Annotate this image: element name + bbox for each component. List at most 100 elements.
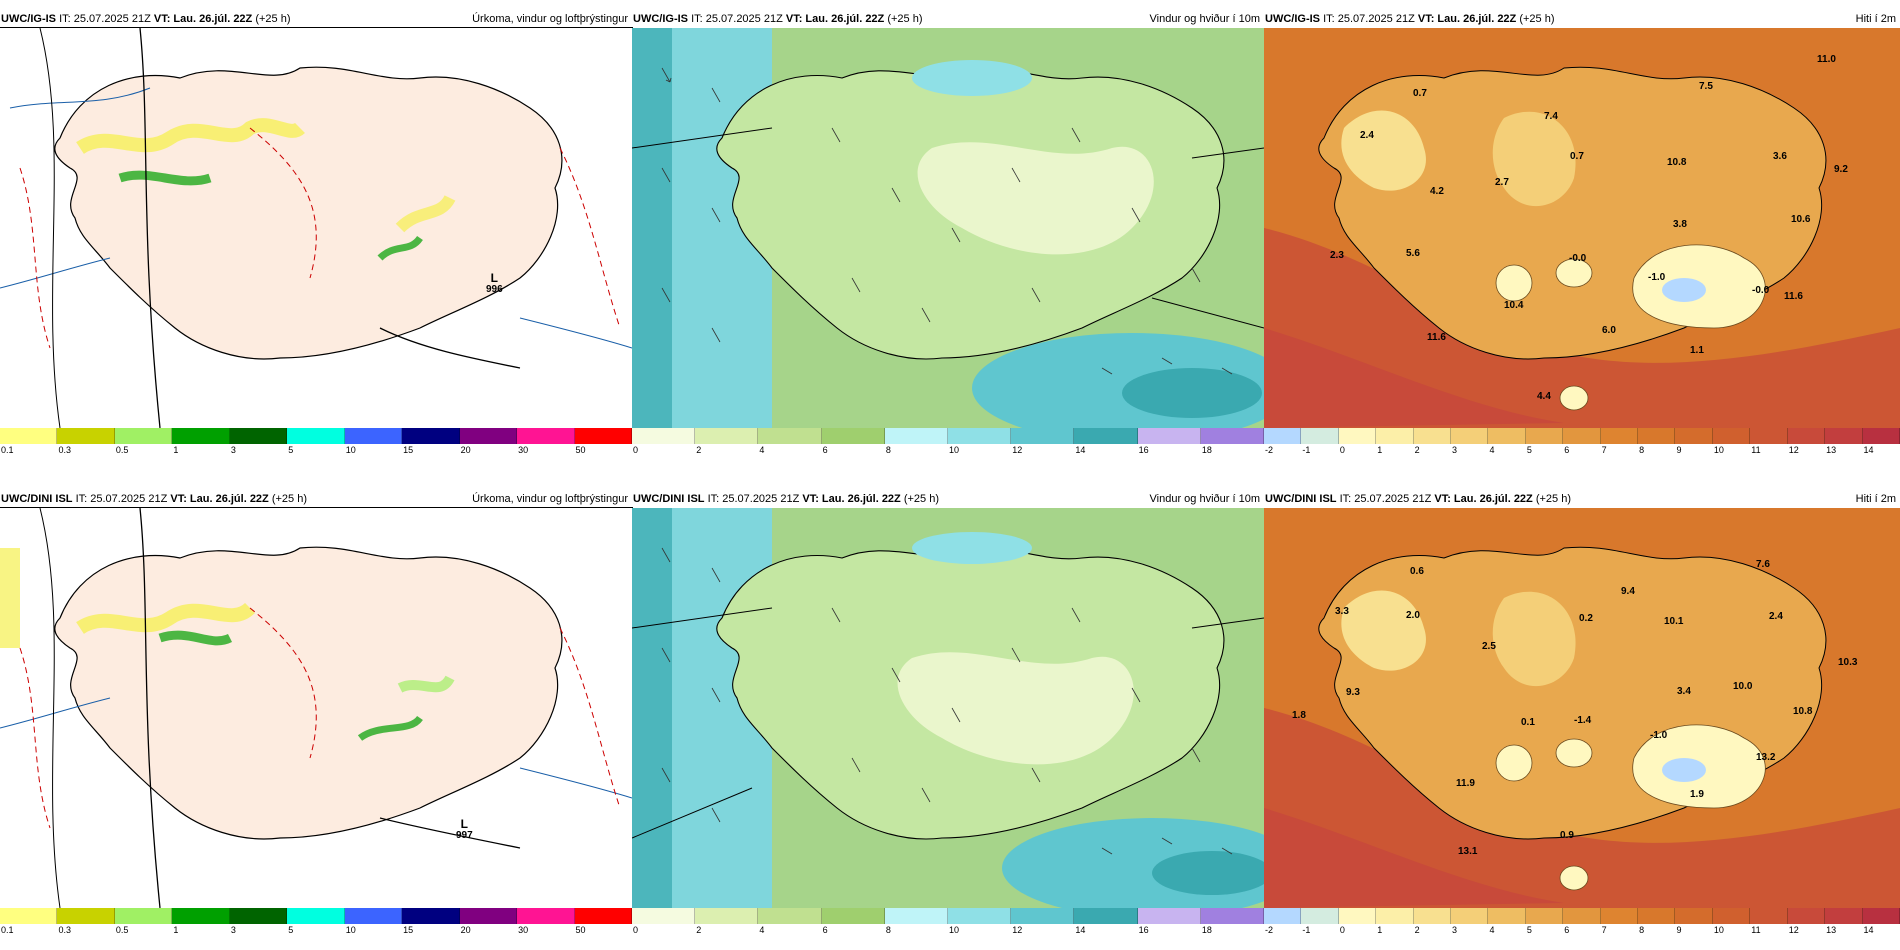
colorbar-label: 3 [230, 925, 236, 935]
temp-value: 3.8 [1673, 219, 1687, 230]
colorbar-label: 4 [1489, 925, 1495, 935]
colorbar-label: 30 [518, 925, 529, 935]
colorbar-swatch [695, 428, 759, 444]
model-name: UWC/DINI ISL [1265, 493, 1337, 505]
lead-time: (+25 h) [887, 13, 923, 25]
colorbar-swatch [1825, 428, 1863, 444]
valid-time: VT: Lau. 26.júl. 22Z [785, 13, 885, 25]
init-time: IT: 25.07.2025 21Z [691, 13, 783, 25]
temp-value: 7.4 [1544, 111, 1558, 122]
colorbar-label: 12 [1012, 445, 1023, 455]
colorbar-label: 10 [1713, 445, 1724, 455]
colorbar-label: 4 [759, 925, 765, 935]
colorbar-swatch [1712, 908, 1751, 924]
colorbar-swatch [0, 908, 58, 924]
colorbar-label: 10 [345, 925, 356, 935]
colorbar-label: 1 [173, 925, 179, 935]
precip-colorbar-labels: 0.1 0.3 0.5 1 3 5 10 15 20 30 50 [0, 924, 632, 936]
colorbar-label: 16 [1138, 925, 1149, 935]
precip-panel-row2: UWC/DINI ISL IT: 25.07.2025 21Z VT: Lau.… [0, 490, 633, 940]
colorbar-label: 14 [1863, 925, 1874, 935]
pressure-low-marker: L 997 [456, 818, 473, 842]
colorbar-label: 7 [1601, 925, 1607, 935]
colorbar-swatch [1376, 908, 1414, 924]
temp-value: 1.1 [1690, 345, 1704, 356]
colorbar-swatch [287, 908, 345, 924]
low-symbol: L [490, 271, 499, 285]
valid-time: VT: Lau. 26.júl. 22Z [1434, 493, 1533, 505]
colorbar-swatch [948, 428, 1012, 444]
colorbar-label: 0 [633, 445, 639, 455]
colorbar-swatch [1675, 908, 1713, 924]
temp-value: 9.4 [1621, 586, 1635, 597]
colorbar-label: 0.3 [58, 925, 71, 935]
colorbar-swatch [287, 428, 345, 444]
init-time: IT: 25.07.2025 21Z [75, 493, 168, 505]
colorbar-label: 8 [1639, 445, 1645, 455]
colorbar-swatch [1264, 908, 1302, 924]
colorbar-label: 10 [949, 925, 960, 935]
colorbar-swatch [172, 428, 230, 444]
colorbar-swatch [1787, 428, 1826, 444]
colorbar-label: 11 [1751, 445, 1761, 455]
colorbar-swatch [574, 428, 632, 444]
lead-time: (+25 h) [1519, 13, 1555, 25]
colorbar-swatch [1011, 428, 1075, 444]
colorbar-swatch [1376, 428, 1414, 444]
colorbar-swatch [402, 908, 460, 924]
colorbar-swatch [574, 908, 632, 924]
panel-header: UWC/IG-IS IT: 25.07.2025 21Z VT: Lau. 26… [632, 10, 1264, 28]
precip-map [0, 507, 633, 909]
wind-map [632, 28, 1264, 428]
colorbar-swatch [0, 428, 58, 444]
temp-value: 10.0 [1733, 681, 1753, 692]
temp-value: 10.1 [1664, 616, 1684, 627]
colorbar-label: 2 [696, 445, 702, 455]
temp-value: 0.2 [1579, 613, 1593, 624]
lead-time: (+25 h) [271, 493, 308, 505]
colorbar-swatch [1413, 908, 1452, 924]
colorbar-swatch [632, 428, 696, 444]
colorbar-swatch [1488, 908, 1526, 924]
colorbar-swatch [1787, 908, 1826, 924]
colorbar-label: 3 [1452, 925, 1458, 935]
precip-panel-row1: UWC/IG-IS IT: 25.07.2025 21Z VT: Lau. 26… [0, 10, 633, 460]
init-time: IT: 25.07.2025 21Z [59, 13, 151, 25]
colorbar-label: 2 [1414, 925, 1420, 935]
colorbar-swatch [1451, 428, 1489, 444]
colorbar-label: -2 [1265, 445, 1274, 455]
colorbar-label: 9 [1676, 445, 1682, 455]
colorbar-label: 8 [885, 925, 891, 935]
colorbar-swatch [1750, 428, 1788, 444]
colorbar-swatch [114, 908, 173, 924]
colorbar-label: 5 [288, 445, 294, 455]
colorbar-label: -1 [1302, 445, 1311, 455]
temp-value: 11.6 [1427, 332, 1446, 343]
panel-header: UWC/IG-IS IT: 25.07.2025 21Z VT: Lau. 26… [1264, 10, 1900, 28]
low-value: 997 [456, 830, 473, 841]
colorbar-label: 10 [1713, 925, 1724, 935]
lead-time: (+25 h) [1535, 493, 1572, 505]
colorbar-label: 0.5 [115, 445, 129, 455]
colorbar-swatch [1712, 428, 1751, 444]
colorbar-swatch [1638, 908, 1676, 924]
colorbar-label: 14 [1075, 925, 1086, 935]
colorbar-swatch [695, 908, 759, 924]
colorbar-label: -1 [1302, 925, 1311, 935]
temp-value: 2.7 [1495, 177, 1509, 188]
valid-time: VT: Lau. 26.júl. 22Z [170, 493, 269, 505]
colorbar-swatch [758, 908, 822, 924]
temp-colorbar [1264, 428, 1900, 444]
wind-panel-row2: UWC/DINI ISL IT: 25.07.2025 21Z VT: Lau.… [632, 490, 1265, 940]
model-name: UWC/IG-IS [633, 13, 688, 25]
colorbar-swatch [517, 908, 575, 924]
temp-value: -1.0 [1650, 730, 1668, 741]
valid-time: VT: Lau. 26.júl. 22Z [1417, 13, 1517, 25]
colorbar-swatch [402, 428, 460, 444]
wind-colorbar-labels: 0 2 4 6 8 10 12 14 16 18 [632, 924, 1264, 936]
colorbar-swatch [1525, 908, 1564, 924]
temp-value: 6.0 [1602, 325, 1616, 336]
colorbar-label: 2 [696, 925, 702, 935]
colorbar-label: 0 [633, 925, 639, 935]
colorbar-swatch [1264, 428, 1302, 444]
